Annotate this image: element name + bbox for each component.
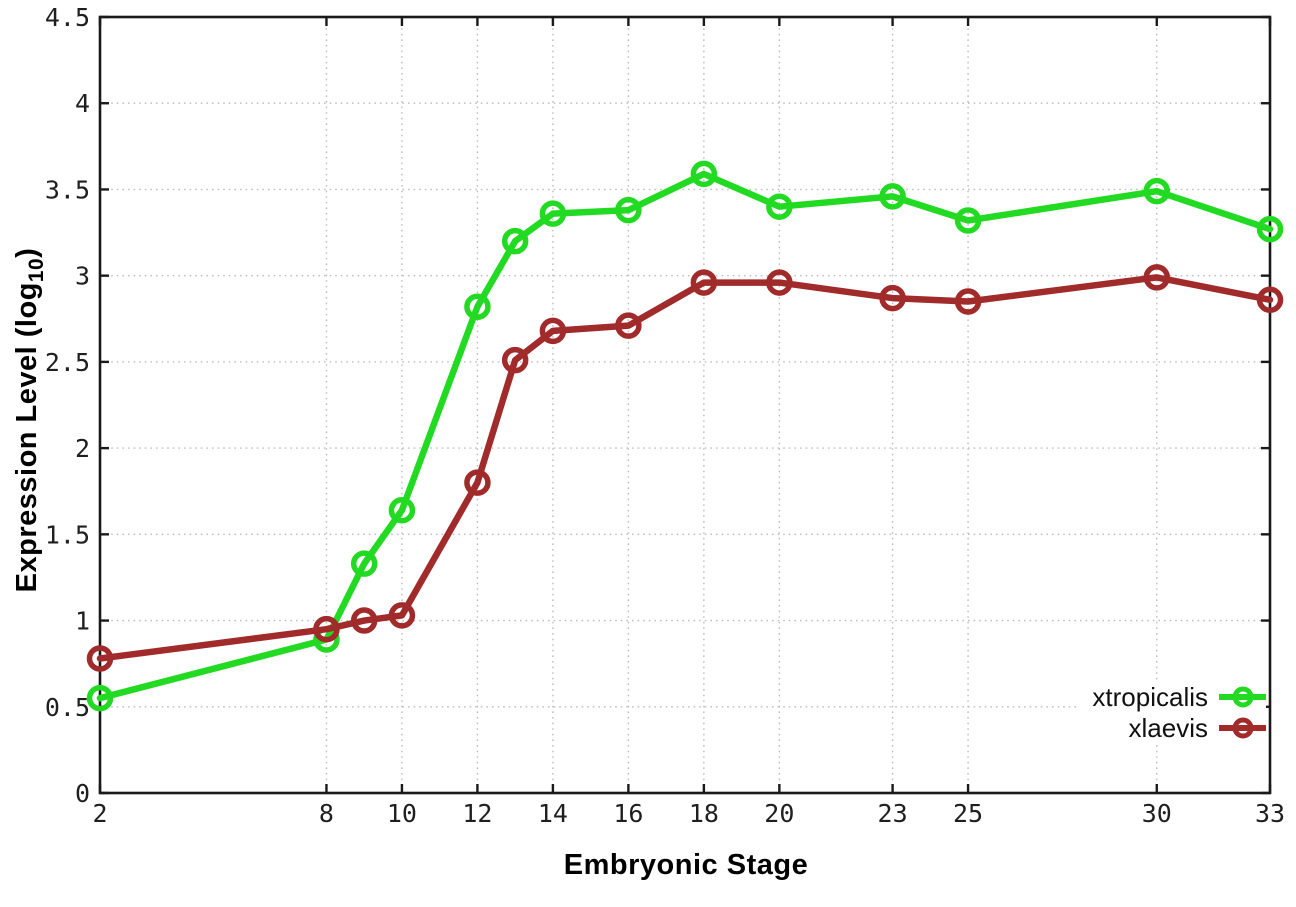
data-point-xlaevis	[464, 469, 491, 496]
x-tick-label: 12	[462, 799, 492, 828]
legend-entry-xtropicalis: xtropicalis	[1092, 681, 1266, 712]
x-tick-label: 18	[689, 799, 719, 828]
x-tick-label: 16	[613, 799, 643, 828]
data-point-xlaevis	[954, 288, 982, 315]
x-tick-label: 25	[953, 799, 983, 828]
legend-label: xtropicalis	[1092, 681, 1208, 712]
y-axis-title: Expression Level (log10)	[5, 20, 49, 820]
y-tick-label: 4.5	[45, 3, 90, 32]
data-point-xlaevis	[1256, 286, 1284, 314]
y-tick-label: 0.5	[45, 693, 90, 722]
x-tick-label: 10	[387, 799, 417, 828]
x-tick-label: 14	[538, 799, 568, 828]
x-tick-label: 33	[1255, 799, 1285, 828]
data-point-xlaevis	[350, 607, 378, 634]
data-point-xtropicalis	[1256, 215, 1284, 243]
data-point-xlaevis	[313, 615, 340, 643]
data-point-xtropicalis	[388, 496, 416, 524]
y-tick-label: 0	[75, 779, 90, 808]
data-point-xtropicalis	[954, 207, 982, 234]
y-tick-label: 3.5	[45, 175, 90, 204]
data-point-xlaevis	[766, 269, 793, 296]
data-point-xlaevis	[86, 645, 114, 672]
data-point-xlaevis	[1143, 264, 1171, 291]
data-point-xtropicalis	[501, 227, 529, 255]
x-tick-label: 8	[319, 799, 334, 828]
x-tick-label: 30	[1142, 799, 1172, 828]
data-point-xlaevis	[879, 284, 906, 312]
plot-border	[98, 15, 1272, 795]
series-line-xtropicalis	[96, 170, 1274, 702]
data-point-xlaevis	[615, 312, 642, 339]
data-point-xtropicalis	[766, 193, 793, 220]
y-axis-title-text: Expression Level (log	[11, 282, 43, 593]
data-point-xtropicalis	[464, 293, 491, 320]
y-tick-label: 1	[75, 607, 90, 636]
y-tick-label: 2.5	[45, 348, 90, 377]
data-point-xtropicalis	[350, 550, 378, 577]
legend-line-marker-icon	[1219, 717, 1266, 739]
x-axis-title: Embryonic Stage	[563, 849, 809, 881]
data-point-xtropicalis	[615, 196, 642, 224]
data-point-xtropicalis	[539, 200, 567, 227]
data-point-xlaevis	[501, 346, 529, 374]
data-point-xtropicalis	[1143, 177, 1171, 205]
data-point-xlaevis	[388, 602, 416, 629]
legend-label: xlaevis	[1128, 712, 1208, 743]
x-tick-label: 2	[92, 799, 107, 828]
legend: xtropicalis xlaevis	[1078, 681, 1266, 744]
data-point-xtropicalis	[879, 183, 906, 210]
y-tick-label: 3	[75, 262, 90, 291]
x-tick-label: 23	[878, 799, 908, 828]
y-tick-label: 2	[75, 434, 90, 463]
y-axis-title-subscript: 10	[24, 257, 48, 283]
y-tick-label: 4	[75, 89, 90, 118]
data-point-xlaevis	[690, 269, 718, 296]
y-tick-label: 1.5	[45, 520, 90, 549]
data-point-xlaevis	[539, 317, 567, 345]
y-axis-title-close: )	[11, 247, 43, 258]
x-tick-label: 20	[764, 799, 794, 828]
series-line-xlaevis	[96, 274, 1274, 662]
data-point-xtropicalis	[86, 684, 114, 712]
legend-line-marker-icon	[1219, 686, 1266, 708]
legend-entry-xlaevis: xlaevis	[1128, 712, 1266, 743]
data-point-xtropicalis	[690, 160, 718, 188]
